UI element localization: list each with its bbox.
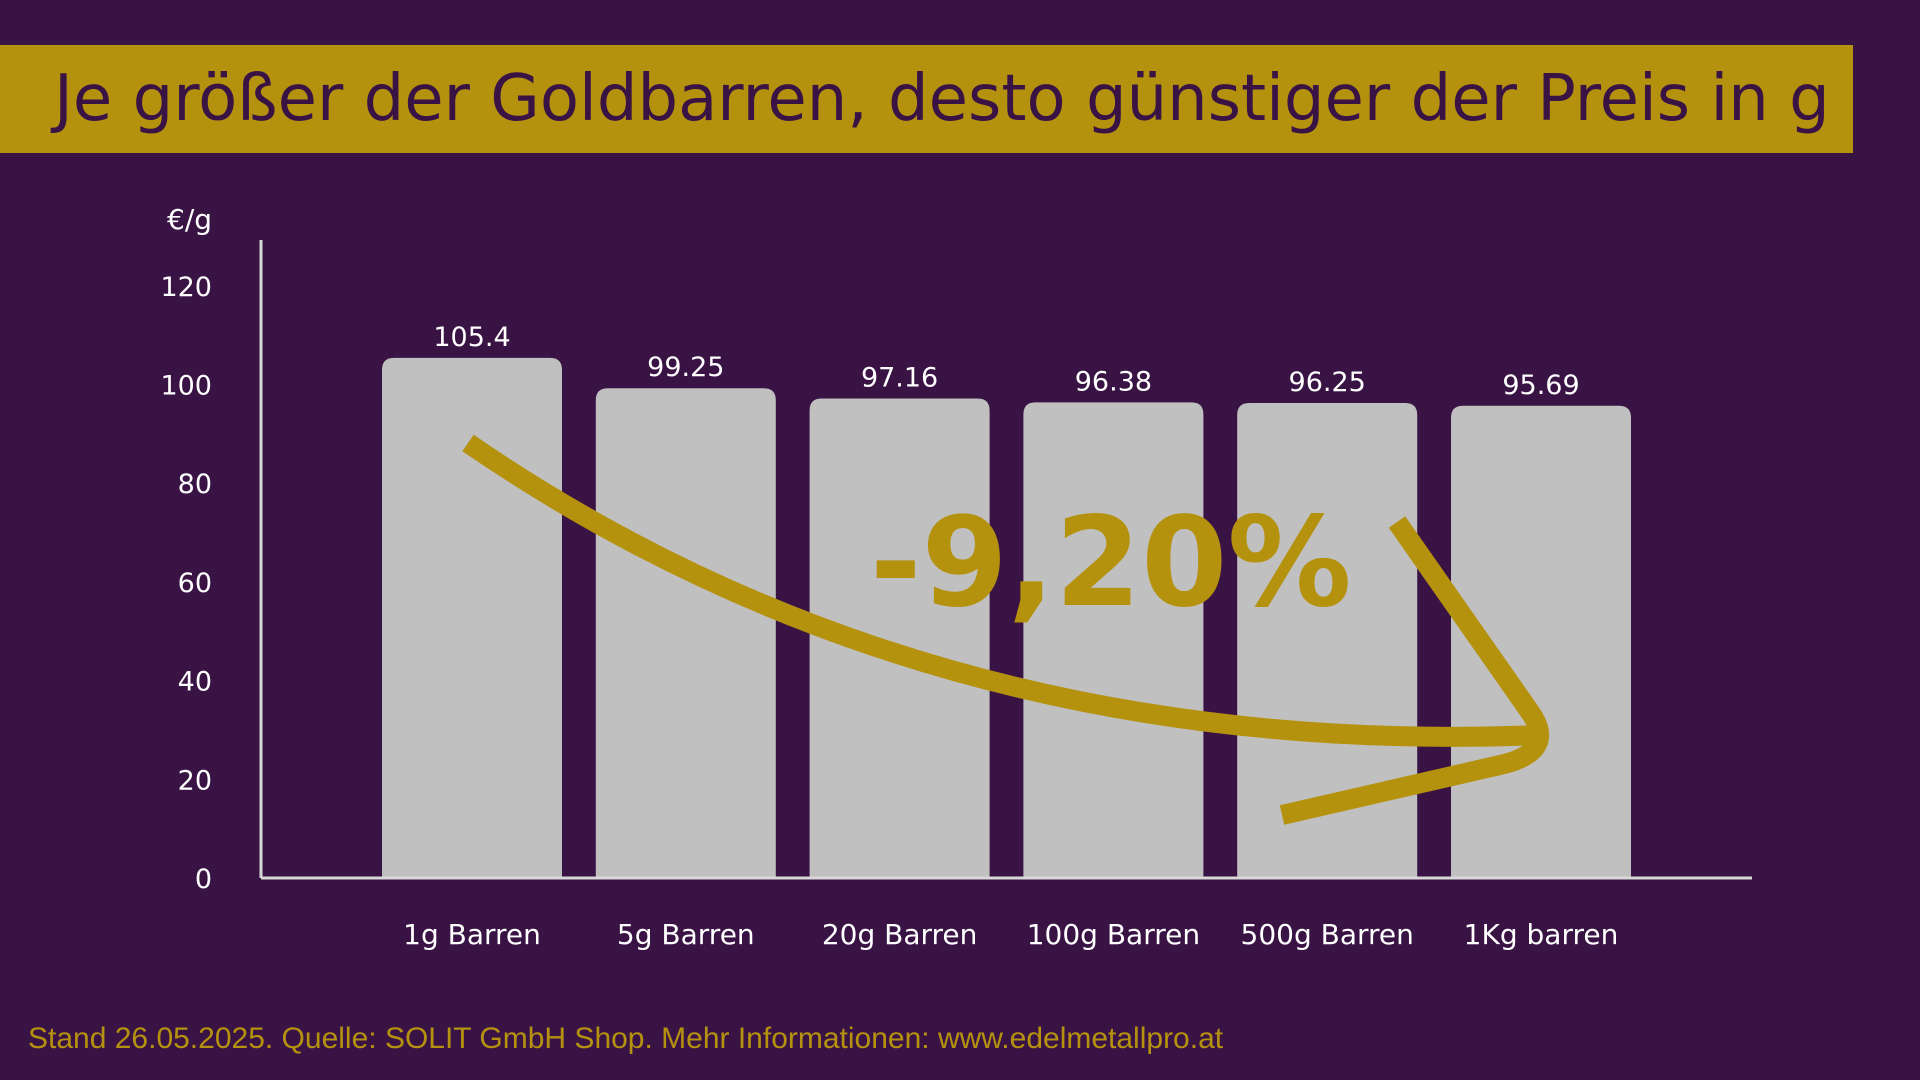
- y-tick-label: 80: [178, 469, 212, 500]
- value-label: 95.69: [1502, 370, 1579, 401]
- value-label: 99.25: [647, 352, 724, 383]
- bar: [595, 388, 776, 878]
- y-tick-label: 20: [178, 765, 212, 796]
- bar: [382, 357, 562, 878]
- category-labels: 1g Barren 5g Barren 20g Barren 100g Barren 5…: [403, 918, 1618, 951]
- y-tick-label: 100: [160, 371, 212, 402]
- axes-group: [259, 240, 1752, 880]
- title-banner: Je größer der Goldbarren, desto günstige…: [0, 45, 1853, 153]
- y-tick-label: 120: [160, 272, 212, 303]
- bars-group: [382, 357, 1631, 878]
- y-tick-label: 60: [178, 568, 212, 599]
- value-label: 96.38: [1075, 366, 1152, 397]
- value-label: 96.25: [1289, 367, 1366, 398]
- category-label: 5g Barren: [617, 918, 755, 951]
- bar: [809, 398, 990, 878]
- value-label: 105.4: [433, 322, 510, 353]
- category-label: 1g Barren: [403, 918, 541, 951]
- bar: [1023, 402, 1204, 878]
- value-labels: 105.4 99.25 97.16 96.38 96.25 95.69: [433, 322, 1579, 401]
- y-tick-label: 0: [195, 864, 212, 895]
- category-label: 1Kg barren: [1464, 918, 1619, 951]
- trend-arrow: [462, 434, 1550, 825]
- percentage-change-label: -9,20%: [870, 491, 1352, 635]
- chart-title: Je größer der Goldbarren, desto günstige…: [54, 62, 1830, 136]
- category-label: 20g Barren: [822, 918, 978, 951]
- y-tick-labels: 0 20 40 60 80 100 120: [160, 272, 212, 895]
- bar: [1237, 403, 1418, 878]
- source-footer: Stand 26.05.2025. Quelle: SOLIT GmbH Sho…: [28, 1022, 1224, 1055]
- y-tick-label: 40: [178, 667, 212, 698]
- category-label: 100g Barren: [1027, 918, 1200, 951]
- category-label: 500g Barren: [1241, 918, 1414, 951]
- y-axis-unit-label: €/g: [167, 203, 212, 236]
- value-label: 97.16: [861, 363, 938, 394]
